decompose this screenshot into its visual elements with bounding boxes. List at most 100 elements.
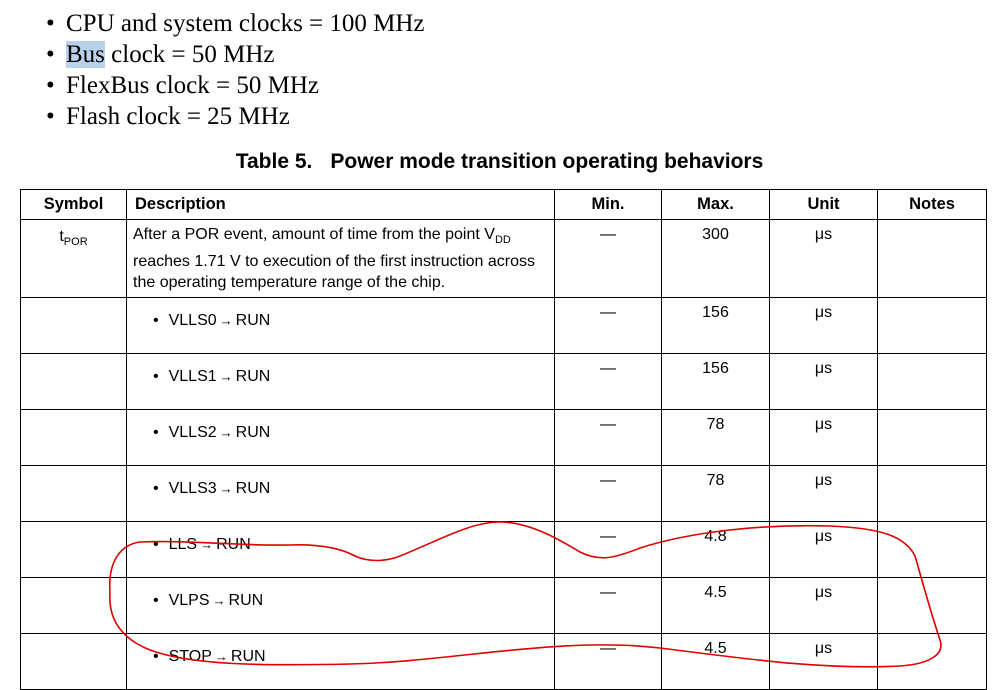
bullet-text: Flash clock = 25 MHz [66,103,290,130]
notes-cell [877,297,987,354]
description-text: reaches 1.71 V to execution of the first… [133,253,535,292]
bullet-dot: • [46,103,55,130]
transition-to: RUN [216,536,251,553]
table-row: • VLLS3 → RUN —78 μs [20,465,987,522]
max-cell: 78 [661,465,770,522]
unit-cell: μs [769,219,878,298]
bullet-dot: • [153,592,159,609]
min-cell: — [554,409,662,466]
right-arrow-icon: → [212,593,226,608]
transition-from: LLS [168,536,198,553]
header-max: Max. [661,189,770,220]
unit-cell: μs [769,353,878,410]
transition-label: • STOP → RUN [127,634,554,666]
description-subscript: DD [494,234,511,247]
right-arrow-icon: → [200,537,214,552]
table-row: • STOP → RUN —4.5 μs [20,633,987,690]
max-cell: 156 [661,353,770,410]
description-cell: • VLLS2 → RUN [126,409,555,466]
bullet-text: FlexBus clock = 50 MHz [66,72,319,99]
transition-to: RUN [235,480,271,497]
transition-to: RUN [230,648,266,665]
bullet-dot: • [153,424,159,441]
max-cell: 4.5 [661,633,770,690]
unit-cell: μs [769,521,878,578]
table-header-row: Symbol Description Min. Max. Unit Notes [20,189,987,220]
symbol-cell [20,297,127,354]
description-cell: • VLLS1 → RUN [126,353,555,410]
description-cell: • STOP → RUN [126,633,555,690]
symbol-cell [20,521,127,578]
transition-from: VLLS2 [168,424,217,441]
transition-from: STOP [168,648,212,665]
transition-from: VLPS [168,592,210,609]
transition-from: VLLS0 [168,312,217,329]
right-arrow-icon: → [219,481,233,496]
bullet-text: CPU and system clocks = 100 MHz [66,10,425,37]
description-cell: • VLLS0 → RUN [126,297,555,354]
description-cell: • VLLS3 → RUN [126,465,555,522]
table-row: • VLLS0 → RUN —156 μs [20,297,987,354]
bullet-dot: • [46,10,55,37]
transition-from: VLLS3 [168,480,217,497]
unit-cell: μs [769,633,878,690]
description-cell: • VLPS → RUN [126,577,555,634]
table-caption: Table 5. Power mode transition operating … [0,150,999,174]
unit-cell: μs [769,409,878,466]
table-row: • VLLS1 → RUN —156 μs [20,353,987,410]
transition-label: • VLLS3 → RUN [127,466,554,498]
min-cell: — [554,521,662,578]
bullet-text: clock = 50 MHz [104,41,275,68]
unit-cell: μs [769,297,878,354]
bullet-dot: • [46,72,55,99]
bullet-list: • CPU and system clocks = 100 MHz • Bus … [46,8,425,132]
header-unit: Unit [769,189,878,220]
notes-cell [877,633,987,690]
notes-cell [877,577,987,634]
min-cell: — [554,633,662,690]
transition-to: RUN [228,592,264,609]
min-cell: — [554,353,662,410]
bullet-dot: • [46,41,55,68]
header-min: Min. [554,189,662,220]
transition-label: • LLS → RUN [127,522,554,554]
symbol-cell [20,465,127,522]
notes-cell [877,521,987,578]
max-cell: 4.5 [661,577,770,634]
transition-from: VLLS1 [168,368,217,385]
right-arrow-icon: → [219,369,233,384]
min-cell: — [554,577,662,634]
unit-cell: μs [769,465,878,522]
transition-to: RUN [235,368,271,385]
symbol-cell [20,353,127,410]
unit-cell: μs [769,577,878,634]
transition-label: • VLLS0 → RUN [127,298,554,330]
max-cell: 300 [661,219,770,298]
power-mode-table: Symbol Description Min. Max. Unit Notes … [20,189,987,690]
description-cell: • LLS → RUN [126,521,555,578]
table-row: • VLPS → RUN —4.5 μs [20,577,987,634]
bullet-item: • Bus clock = 50 MHz [46,39,425,70]
header-description: Description [126,189,555,220]
transition-to: RUN [235,424,271,441]
transition-label: • VLPS → RUN [127,578,554,610]
notes-cell [877,353,987,410]
transition-label: • VLLS2 → RUN [127,410,554,442]
min-cell: — [554,465,662,522]
max-cell: 4.8 [661,521,770,578]
table-number: Table 5. [235,150,313,173]
bullet-item: • CPU and system clocks = 100 MHz [46,8,425,39]
table-row: tPOR After a POR event, amount of time f… [20,219,987,298]
table-row: • LLS → RUN —4.8 μs [20,521,987,578]
transition-to: RUN [235,312,271,329]
table-title: Power mode transition operating behavior… [330,150,764,173]
bullet-dot: • [153,368,159,385]
symbol-cell: tPOR [20,219,127,298]
right-arrow-icon: → [219,425,233,440]
min-cell: — [554,297,662,354]
bullet-dot: • [153,312,159,329]
notes-cell [877,219,987,298]
bullet-dot: • [153,480,159,497]
selected-text-highlight[interactable]: Bus [66,41,105,68]
description-cell: After a POR event, amount of time from t… [126,219,555,298]
